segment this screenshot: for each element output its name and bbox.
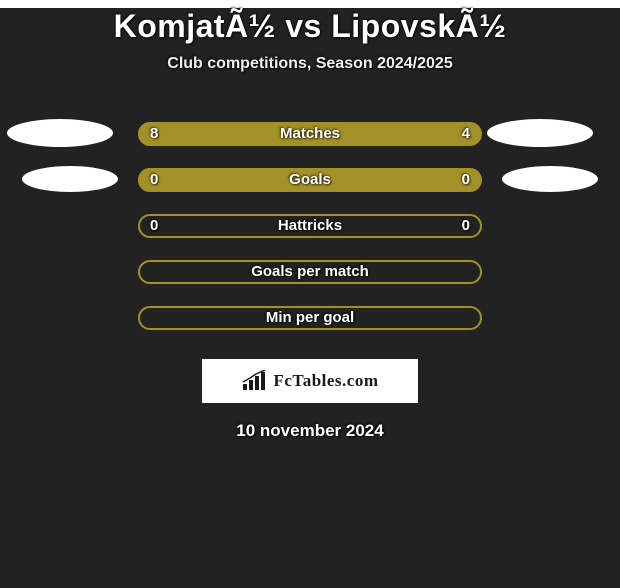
page-subtitle: Club competitions, Season 2024/2025 — [0, 55, 620, 73]
bar-chart-icon — [241, 370, 267, 392]
stat-left-ellipse — [7, 119, 113, 147]
stat-right-value: 4 — [430, 122, 470, 146]
stat-label: Min per goal — [0, 306, 620, 330]
stat-row: Goals00 — [0, 157, 620, 203]
stat-left-value: 0 — [150, 168, 190, 192]
stat-label: Goals per match — [0, 260, 620, 284]
stat-row: Goals per match — [0, 249, 620, 295]
stat-left-value: 0 — [150, 214, 190, 238]
date-text: 10 november 2024 — [0, 421, 620, 441]
stat-right-value: 0 — [430, 214, 470, 238]
stats-comparison-area: Matches84Goals00Hattricks00Goals per mat… — [0, 111, 620, 341]
source-logo-text: FcTables.com — [273, 371, 378, 391]
stat-right-ellipse — [487, 119, 593, 147]
stat-row: Matches84 — [0, 111, 620, 157]
content-root: KomjatÃ½ vs LipovskÃ½ Club competitions,… — [0, 8, 620, 441]
stat-right-value: 0 — [430, 168, 470, 192]
stat-row: Hattricks0 0 — [0, 203, 620, 249]
source-logo-box: FcTables.com — [202, 359, 418, 403]
stat-left-ellipse — [22, 166, 118, 192]
stat-left-value: 8 — [150, 122, 190, 146]
stat-label: Hattricks — [0, 214, 620, 238]
stat-row: Min per goal — [0, 295, 620, 341]
stat-right-ellipse — [502, 166, 598, 192]
page-title: KomjatÃ½ vs LipovskÃ½ — [0, 8, 620, 45]
